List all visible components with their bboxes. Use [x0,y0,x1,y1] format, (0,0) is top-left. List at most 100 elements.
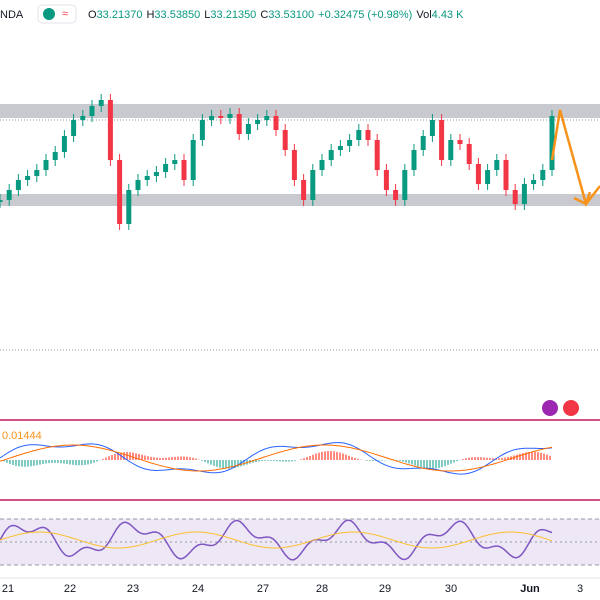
macd-hist [546,454,548,460]
macd-hist [180,456,182,460]
macd-hist [435,460,437,469]
macd-pane [0,442,553,475]
candle [402,170,408,200]
resistance-zone [0,104,600,118]
macd-hist [450,460,452,464]
flash-icon[interactable] [542,400,558,416]
macd-hist [192,457,194,460]
candle [126,190,132,224]
x-tick-label: 28 [316,583,328,595]
header: NDA [0,9,24,21]
macd-hist [348,455,350,460]
macd-hist [3,460,5,462]
macd-hist [396,460,398,461]
macd-hist [141,454,143,460]
macd-hist [414,460,416,466]
macd-hist [132,452,134,460]
candle [282,130,288,150]
macd-hist [237,460,239,468]
candle [163,164,169,172]
macd-hist [339,452,341,460]
macd-hist [471,457,473,460]
wave-icon[interactable]: ≈ [62,8,68,20]
macd-hist [222,460,224,469]
close: 33.53100 [268,9,314,21]
macd-hist [183,456,185,460]
projection-arrow [550,109,600,207]
candle [190,140,196,180]
macd-value: 0.01444 [2,430,42,442]
macd-hist [42,460,44,465]
macd-hist [405,460,407,463]
macd-hist [264,460,266,461]
candle [301,180,307,200]
macd-hist [462,459,464,460]
macd-hist [327,451,329,460]
flag-icon[interactable] [563,400,579,416]
candle [347,140,353,146]
volume: 4.43 K [432,9,464,21]
macd-hist [489,458,491,460]
macd-hist [270,460,272,461]
candle [209,116,215,120]
candle [549,116,555,170]
macd-hist [282,460,284,462]
macd-hist [96,460,98,462]
macd-hist [27,460,29,467]
macd-hist [312,454,314,460]
macd-hist [474,457,476,460]
macd-hist [366,460,368,461]
macd-hist [285,460,287,462]
macd-hist [309,455,311,460]
candle [319,160,325,170]
candle [429,120,435,136]
macd-hist [537,452,539,460]
macd-hist [477,457,479,460]
candle [365,130,371,140]
c-label: C [260,9,268,21]
macd-line [0,442,553,475]
macd-hist [444,460,446,467]
candle [80,116,86,120]
macd-hist [177,456,179,460]
macd-hist [438,460,440,468]
candle [89,106,95,116]
macd-hist [234,460,236,468]
macd-hist [30,460,32,467]
macd-hist [480,457,482,460]
macd-hist [165,457,167,460]
macd-hist [144,455,146,460]
x-tick-label: 29 [379,583,391,595]
macd-hist [291,460,293,462]
macd-hist [54,460,56,463]
macd-hist [12,460,14,465]
macd-hist [492,458,494,460]
macd-hist [504,457,506,460]
candle [98,100,104,106]
eye-icon[interactable] [43,8,55,20]
candle [448,140,454,160]
macd-hist [255,460,257,463]
candle [512,190,518,204]
macd-hist [522,453,524,460]
macd-hist [213,460,215,466]
macd-hist [210,460,212,465]
macd-hist [252,460,254,463]
macd-hist [78,460,80,466]
macd-hist [57,460,59,464]
macd-hist [138,453,140,460]
macd-hist [6,460,8,463]
macd-hist [63,460,65,464]
macd-hist [186,456,188,460]
rsi-line [0,519,553,561]
candle [245,124,251,134]
x-tick-label: 22 [64,583,76,595]
rsi-ma [0,531,553,549]
macd-hist [111,454,113,460]
candle [236,114,242,134]
macd-hist [441,460,443,468]
macd-hist [87,460,89,465]
macd-hist [72,460,74,465]
candle [475,164,481,184]
x-tick-label: 3 [577,583,583,595]
